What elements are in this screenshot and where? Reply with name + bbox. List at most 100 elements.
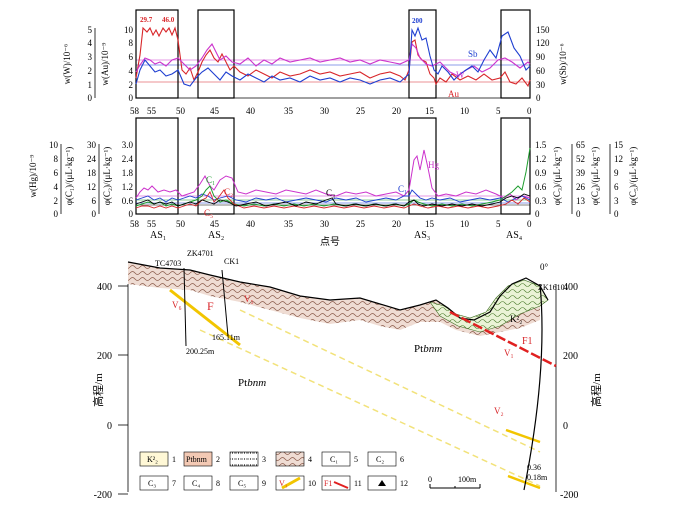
hg-tick: 4 bbox=[54, 182, 59, 192]
legend-num: 1 bbox=[172, 455, 176, 464]
x-tick: 20 bbox=[392, 219, 402, 229]
sb-tick: 150 bbox=[536, 25, 550, 35]
c5-axis-label: φ(C₅)/(μL·kg⁻¹) bbox=[628, 147, 638, 206]
anomaly-box-as3-mid bbox=[408, 117, 437, 215]
x-tick: 45 bbox=[210, 106, 220, 116]
as1-label: AS₁ bbox=[150, 230, 166, 241]
x-tick: 58 bbox=[130, 219, 140, 229]
c4-tick: 0 bbox=[576, 209, 581, 219]
x-tick: 0 bbox=[527, 219, 532, 229]
depth-label: 0.18m bbox=[527, 473, 548, 482]
mid-chart: w(Hg)/10⁻⁹ 10 8 6 4 2 0 φ(C₁)/(μL·kg⁻¹) … bbox=[28, 117, 638, 248]
x-tick: 30 bbox=[320, 106, 330, 116]
x-tick: 5 bbox=[496, 219, 501, 229]
x-tick: 55 bbox=[147, 219, 157, 229]
c1-tick: 0 bbox=[92, 209, 97, 219]
hg-axis-label: w(Hg)/10⁻⁹ bbox=[28, 155, 38, 198]
hg-series-label: Hg bbox=[428, 160, 439, 170]
vein-label: V₂ bbox=[494, 406, 504, 416]
legend-code: C₁ bbox=[330, 455, 338, 464]
anomaly-box-as1 bbox=[135, 9, 179, 99]
c1-series-label: C₁ bbox=[206, 175, 215, 185]
vein-label: V₅ bbox=[244, 294, 254, 304]
c3-tick: 0.6 bbox=[535, 182, 547, 192]
k-label: K²₂ bbox=[510, 314, 522, 324]
elev-tick: 400 bbox=[97, 282, 112, 293]
hg-series-line bbox=[135, 149, 531, 201]
c1-series-line bbox=[135, 189, 531, 203]
c2-tick: 0 bbox=[129, 209, 134, 219]
c4-tick: 39 bbox=[576, 168, 586, 178]
legend-num: 11 bbox=[354, 479, 362, 488]
c1-tick: 30 bbox=[87, 140, 97, 150]
elev-tick-right: -200 bbox=[560, 490, 578, 501]
surface-line bbox=[127, 261, 549, 321]
elev-tick: -200 bbox=[94, 490, 112, 501]
legend-code: C₃ bbox=[148, 479, 156, 488]
c5-tick: 12 bbox=[614, 154, 623, 164]
legend-code: Ptbnm bbox=[186, 455, 208, 464]
c5-series-label: C₅ bbox=[204, 208, 213, 218]
x-tick: 40 bbox=[246, 106, 256, 116]
legend-code: V₁ bbox=[279, 479, 288, 488]
c2-tick: 1.2 bbox=[122, 182, 133, 192]
au-peak-label: 29.7 bbox=[140, 16, 153, 24]
x-tick: 20 bbox=[392, 106, 402, 116]
w-tick: 3 bbox=[88, 52, 93, 62]
drill-label: ZK4701 bbox=[187, 249, 214, 258]
x-tick: 25 bbox=[356, 106, 366, 116]
drill-label: ZK16101 bbox=[538, 283, 569, 292]
c3-tick: 1.5 bbox=[535, 140, 547, 150]
x-tick: 0 bbox=[527, 106, 532, 116]
fault-label: F bbox=[207, 299, 214, 313]
anomaly-box-as4 bbox=[500, 9, 531, 99]
sb-series-label: Sb bbox=[468, 49, 478, 59]
c5-tick: 0 bbox=[614, 209, 619, 219]
unit-label-left: Ptbnm bbox=[238, 377, 266, 389]
legend-num: 3 bbox=[262, 455, 266, 464]
anomaly-box-as3 bbox=[408, 9, 437, 99]
angle-label: 0° bbox=[540, 262, 549, 272]
c3-axis-label: φ(C₃)/(μL·kg⁻¹) bbox=[552, 147, 562, 206]
x-tick: 50 bbox=[176, 106, 186, 116]
unit-label-right: Ptbnm bbox=[414, 343, 442, 355]
as2-label: AS₂ bbox=[208, 230, 224, 241]
au-peak-label: 46.0 bbox=[162, 16, 175, 24]
top-x-axis: 58 55 50 45 40 35 30 25 20 15 10 5 0 bbox=[130, 106, 532, 116]
mid-x-axis: 58 55 50 45 40 35 30 25 20 15 10 5 0 bbox=[130, 219, 532, 229]
au-tick: 0 bbox=[129, 93, 134, 103]
hg-axis: w(Hg)/10⁻⁹ 10 8 6 4 2 0 bbox=[28, 140, 62, 219]
vein-label: V₆ bbox=[172, 300, 182, 310]
c2-series-label: C₂ bbox=[224, 187, 233, 197]
as3-label: AS₃ bbox=[414, 230, 430, 241]
c2-axis-label: φ(C₂)/(μL·kg⁻¹) bbox=[102, 147, 112, 206]
drill-label: TC4703 bbox=[155, 259, 181, 268]
legend-num: 5 bbox=[354, 455, 358, 464]
fault-label: F1 bbox=[522, 336, 533, 347]
c1-tick: 12 bbox=[87, 182, 96, 192]
x-tick: 35 bbox=[284, 219, 294, 229]
hg-tick: 10 bbox=[49, 140, 59, 150]
x-axis-title: 点号 bbox=[320, 236, 340, 248]
c3-tick: 0.3 bbox=[535, 196, 547, 206]
c3-tick: 0.9 bbox=[535, 168, 547, 178]
c4-tick: 13 bbox=[576, 196, 586, 206]
legend-code: C₂ bbox=[376, 455, 384, 464]
legend-code: C₄ bbox=[192, 479, 200, 488]
sb-axis: 150 120 90 60 30 0 w(Sb)/10⁻⁶ bbox=[536, 25, 568, 103]
w-axis: w(W)/10⁻⁶ 5 4 3 2 1 0 bbox=[62, 25, 96, 103]
hg-tick: 2 bbox=[54, 196, 59, 206]
legend-num: 12 bbox=[400, 479, 408, 488]
anomaly-box-as1-mid bbox=[135, 117, 179, 215]
top-chart: w(W)/10⁻⁶ 5 4 3 2 1 0 w(Au)/10⁻⁹ 10 8 6 … bbox=[62, 9, 568, 116]
c4-axis-label: φ(C₄)/(μL·kg⁻¹) bbox=[590, 147, 600, 206]
hg-tick: 8 bbox=[54, 154, 59, 164]
legend-num: 6 bbox=[400, 455, 404, 464]
c2-tick: 3.0 bbox=[122, 140, 134, 150]
c3-tick: 1.2 bbox=[535, 154, 546, 164]
au-series-label: Au bbox=[448, 89, 459, 99]
drill-label: CK1 bbox=[224, 257, 239, 266]
w-tick: 0 bbox=[88, 93, 93, 103]
elev-tick: 0 bbox=[107, 421, 112, 432]
